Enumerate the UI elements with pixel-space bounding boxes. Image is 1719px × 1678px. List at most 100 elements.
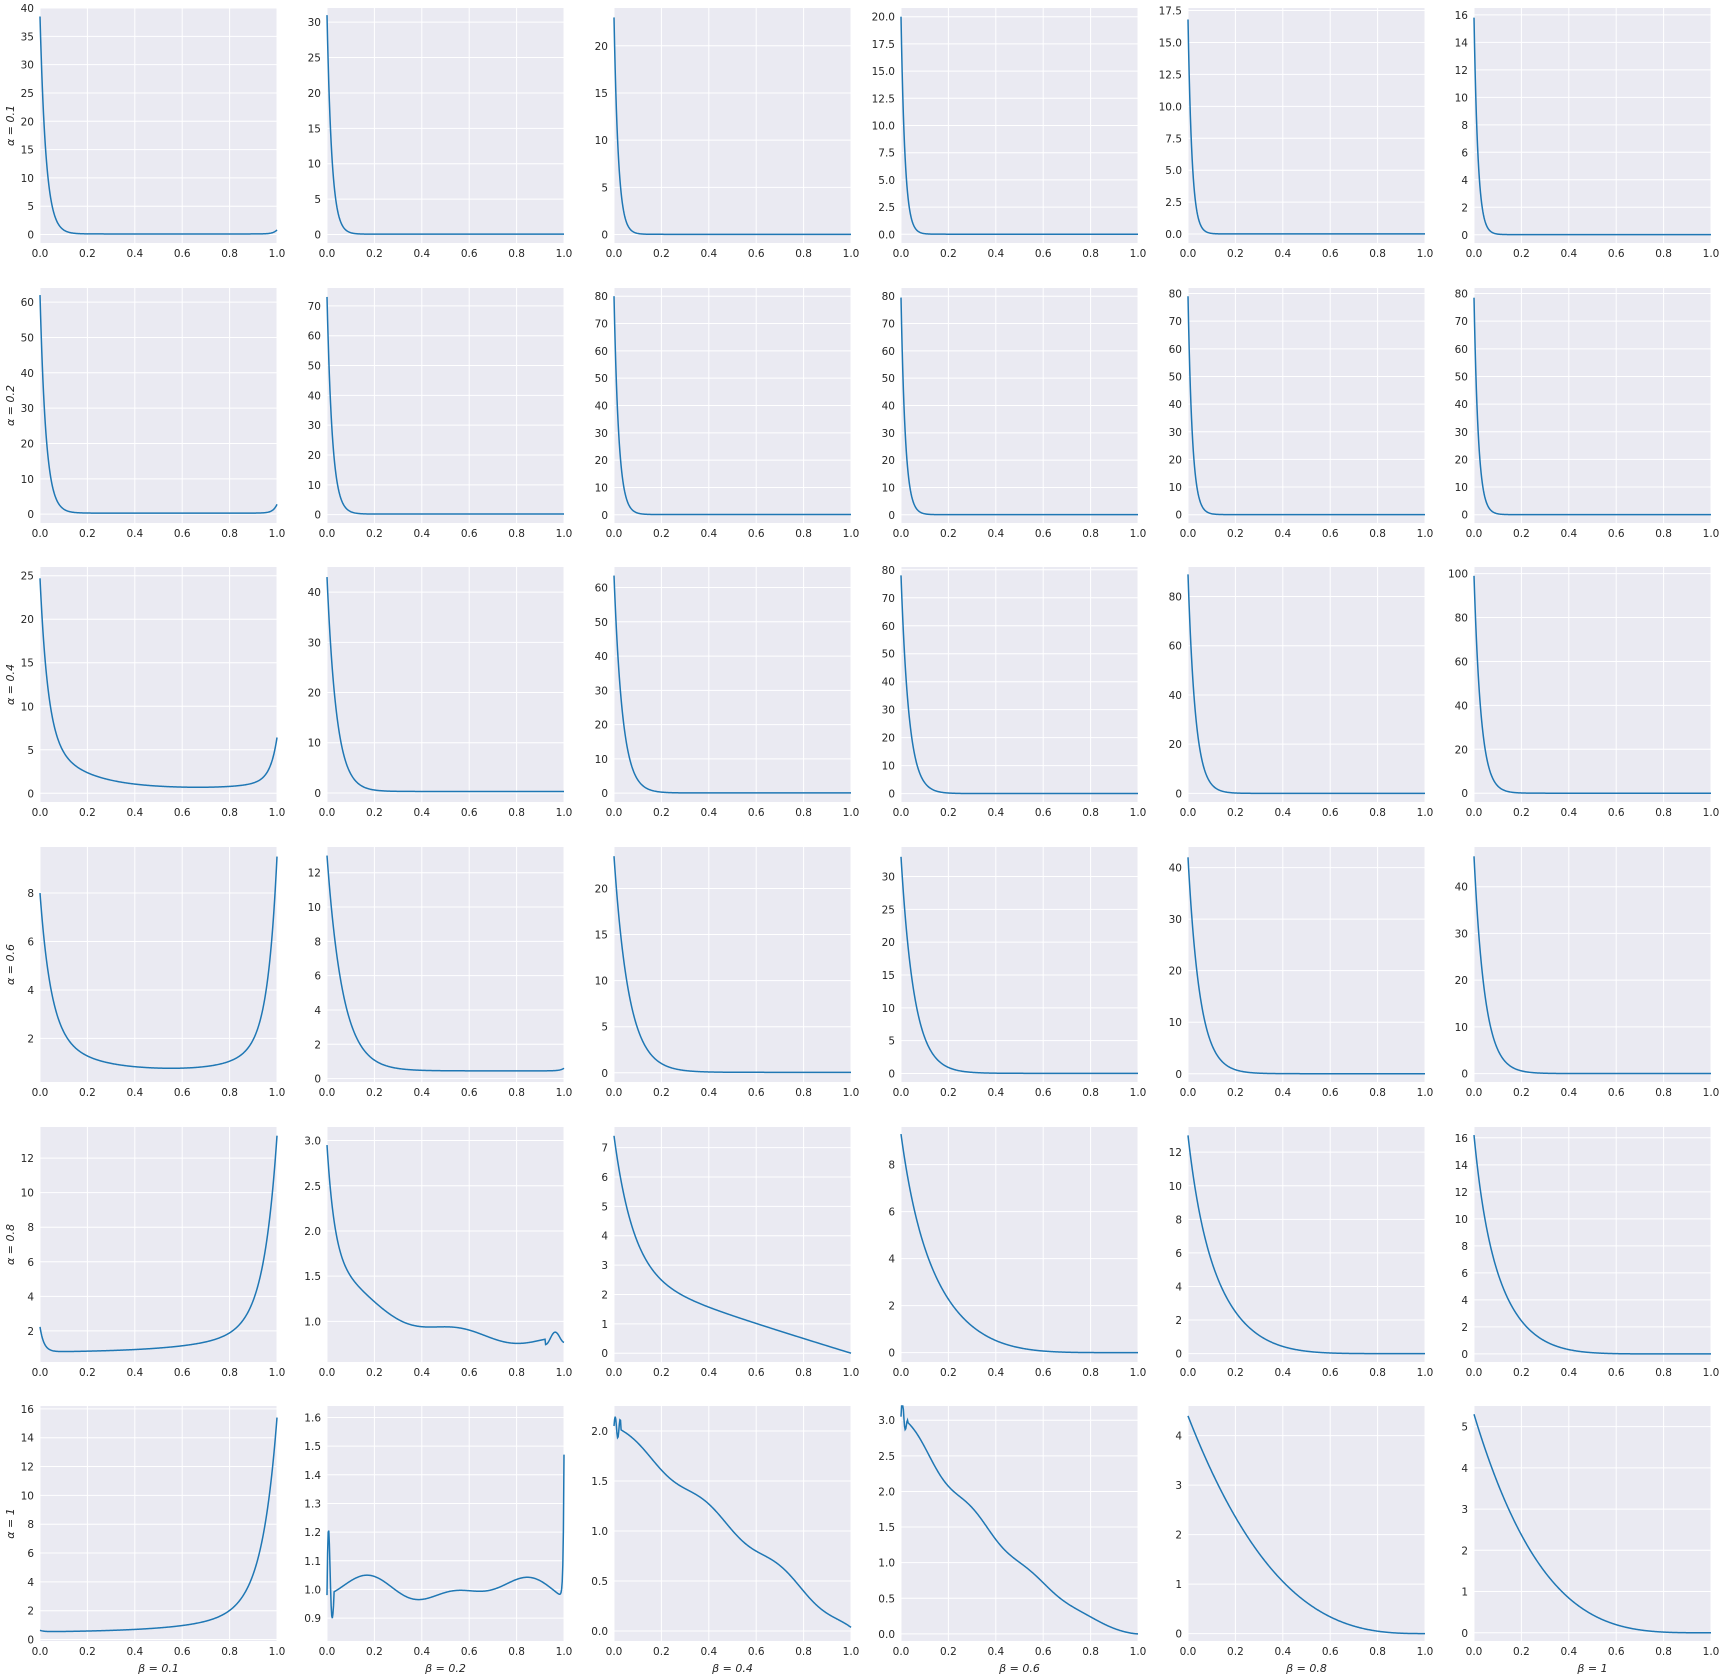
x-tick-label: 1.0 bbox=[843, 1087, 860, 1099]
y-tick-label: 2.0 bbox=[304, 1226, 321, 1238]
x-tick-label: 0.8 bbox=[1369, 1087, 1386, 1099]
y-tick-label: 10 bbox=[308, 480, 321, 492]
y-tick-label: 10 bbox=[595, 754, 608, 766]
y-tick-label: 10 bbox=[1169, 482, 1182, 494]
x-tick-label: 0.2 bbox=[366, 1646, 383, 1658]
y-tick-label: 20 bbox=[595, 41, 608, 53]
x-tick-label: 0.0 bbox=[32, 807, 49, 819]
x-tick-label: 0.2 bbox=[940, 1087, 957, 1099]
x-tick-label: 0.2 bbox=[79, 528, 96, 540]
y-tick-label: 10 bbox=[1455, 1022, 1468, 1034]
plot-area bbox=[40, 1127, 277, 1362]
y-tick-label: 25 bbox=[21, 571, 34, 583]
x-tick-label: 1.0 bbox=[1703, 1367, 1719, 1379]
series-line bbox=[613, 1416, 852, 1628]
x-tick-label: 0.8 bbox=[795, 248, 812, 260]
x-tick-label: 0.8 bbox=[1369, 528, 1386, 540]
y-tick-label: 0 bbox=[1461, 230, 1468, 242]
y-tick-label: 1.2 bbox=[304, 1527, 321, 1539]
y-tick-label: 12 bbox=[21, 1153, 34, 1165]
x-tick-label: 0.4 bbox=[413, 248, 430, 260]
y-tick-label: 5 bbox=[601, 1022, 608, 1034]
x-tick-label: 0.0 bbox=[893, 1087, 910, 1099]
series-line bbox=[1187, 857, 1425, 1075]
subplot-r5-c3: 0.0 0.2 0.4 0.6 0.8 1.0 0.0 0.5 1.0 1.5 2.0 2.5 3.0 β… bbox=[878, 1405, 1146, 1675]
y-tick-label: 20 bbox=[1169, 739, 1182, 751]
x-tick-label: 0.8 bbox=[1655, 1646, 1672, 1658]
y-tick-label: 10 bbox=[1169, 1017, 1182, 1029]
x-tick-label: 0.0 bbox=[32, 1646, 49, 1658]
y-tick-label: 50 bbox=[21, 332, 34, 344]
y-tick-label: 3 bbox=[601, 1260, 608, 1272]
x-tick-label: 1.0 bbox=[269, 807, 286, 819]
y-tick-label: 5.0 bbox=[878, 175, 895, 187]
y-tick-label: 2.0 bbox=[878, 1486, 895, 1498]
y-tick-label: 1.3 bbox=[304, 1498, 321, 1510]
x-tick-label: 0.4 bbox=[126, 248, 143, 260]
x-tick-label: 0.4 bbox=[1560, 1646, 1577, 1658]
y-tick-label: 0 bbox=[1175, 1069, 1182, 1081]
plot-area bbox=[327, 288, 564, 523]
x-tick-label: 1.0 bbox=[843, 528, 860, 540]
y-tick-label: 10 bbox=[21, 173, 34, 185]
x-tick-label: 0.8 bbox=[795, 1087, 812, 1099]
y-tick-label: 12 bbox=[1455, 65, 1468, 77]
x-tick-label: 1.0 bbox=[556, 807, 573, 819]
series-line bbox=[613, 575, 851, 794]
x-tick-label: 0.4 bbox=[1274, 528, 1291, 540]
y-tick-label: 0 bbox=[314, 788, 321, 800]
y-tick-label: 0 bbox=[27, 1635, 34, 1647]
col-label: β = 1 bbox=[1576, 1662, 1607, 1675]
y-tick-label: 0 bbox=[1175, 510, 1182, 522]
plot-area bbox=[614, 1406, 851, 1641]
y-tick-label: 40 bbox=[1169, 399, 1182, 411]
y-tick-label: 40 bbox=[308, 587, 321, 599]
y-tick-label: 0 bbox=[1175, 788, 1182, 800]
y-tick-label: 8 bbox=[27, 1222, 34, 1234]
x-tick-label: 1.0 bbox=[1417, 1367, 1434, 1379]
x-tick-label: 1.0 bbox=[556, 1367, 573, 1379]
y-tick-label: 30 bbox=[882, 428, 895, 440]
y-tick-label: 50 bbox=[595, 373, 608, 385]
y-tick-label: 30 bbox=[595, 428, 608, 440]
x-tick-label: 0.2 bbox=[940, 807, 957, 819]
y-tick-label: 2 bbox=[27, 1606, 34, 1618]
x-tick-label: 0.2 bbox=[366, 528, 383, 540]
row-label: α = 0.4 bbox=[4, 664, 17, 705]
y-tick-label: 80 bbox=[882, 565, 895, 577]
plot-area bbox=[1188, 567, 1425, 802]
x-tick-label: 0.2 bbox=[653, 1646, 670, 1658]
y-tick-label: 1.5 bbox=[878, 1522, 895, 1534]
y-tick-label: 60 bbox=[1169, 344, 1182, 356]
y-tick-label: 2 bbox=[1175, 1530, 1182, 1542]
y-tick-label: 4 bbox=[27, 1291, 34, 1303]
x-tick-label: 0.0 bbox=[606, 528, 623, 540]
y-tick-label: 10 bbox=[882, 761, 895, 773]
x-tick-label: 0.2 bbox=[79, 1646, 96, 1658]
y-tick-label: 40 bbox=[1455, 700, 1468, 712]
series-line bbox=[39, 1135, 278, 1353]
subplot-r1-c3: 0.0 0.2 0.4 0.6 0.8 1.0 0 10 20 30 40 50 60 70 80 bbox=[882, 288, 1146, 540]
y-tick-label: 60 bbox=[1455, 656, 1468, 668]
x-tick-label: 0.4 bbox=[700, 1646, 717, 1658]
y-tick-label: 14 bbox=[1455, 37, 1469, 49]
y-tick-label: 20 bbox=[21, 614, 34, 626]
x-tick-label: 0.6 bbox=[1035, 1367, 1052, 1379]
y-tick-label: 80 bbox=[1169, 289, 1182, 301]
x-tick-label: 1.0 bbox=[1703, 807, 1719, 819]
subplot-r4-c4: 0.0 0.2 0.4 0.6 0.8 1.0 0 2 4 6 8 10 12 bbox=[1169, 1127, 1434, 1379]
x-tick-label: 0.8 bbox=[508, 1087, 525, 1099]
y-tick-label: 80 bbox=[1455, 289, 1468, 301]
y-tick-label: 0.5 bbox=[878, 1593, 895, 1605]
x-tick-label: 0.2 bbox=[79, 807, 96, 819]
x-tick-label: 0.6 bbox=[748, 807, 765, 819]
y-tick-label: 80 bbox=[1455, 613, 1468, 625]
x-tick-label: 0.4 bbox=[1560, 1367, 1577, 1379]
subplot-r4-c1: 0.0 0.2 0.4 0.6 0.8 1.0 1.0 1.5 2.0 2.5 3.0 bbox=[304, 1127, 572, 1379]
y-tick-label: 0 bbox=[1175, 1629, 1182, 1641]
x-tick-label: 0.8 bbox=[1082, 1087, 1099, 1099]
x-tick-label: 0.6 bbox=[1322, 807, 1339, 819]
x-tick-label: 0.8 bbox=[221, 1087, 238, 1099]
y-tick-label: 2.5 bbox=[1165, 197, 1182, 209]
x-tick-label: 0.8 bbox=[1655, 528, 1672, 540]
